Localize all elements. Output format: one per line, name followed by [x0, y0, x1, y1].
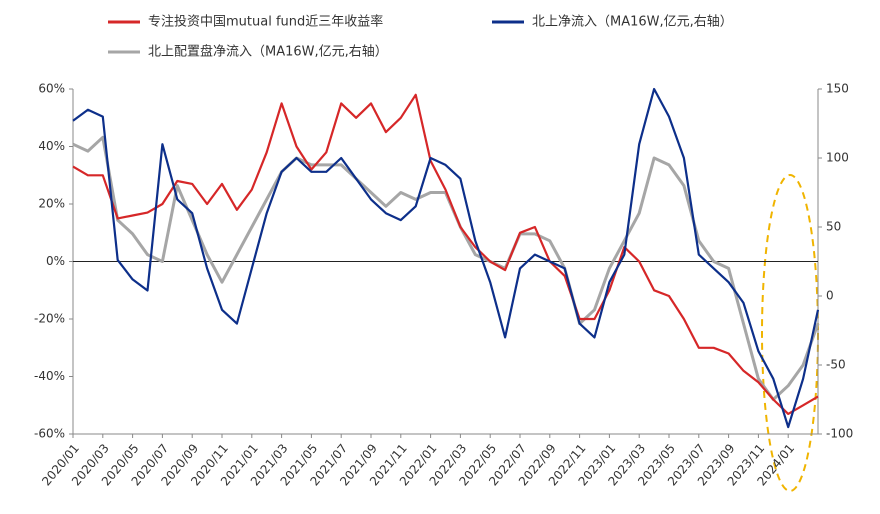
y2-tick-label: -100 — [826, 427, 853, 441]
legend-label: 北上净流入（MA16W,亿元,右轴） — [532, 15, 733, 30]
y-tick-label: 60% — [38, 82, 65, 96]
y2-tick-label: 100 — [826, 151, 849, 165]
series-line — [72, 93, 819, 415]
legend: 专注投资中国mutual fund近三年收益率 北上净流入（MA16W,亿元,右轴… — [108, 14, 733, 60]
y2-tick-label: 50 — [826, 220, 841, 234]
series-line — [72, 135, 820, 401]
legend-label: 北上配置盘净流入（MA16W,亿元,右轴） — [148, 44, 388, 60]
y2-tick-label: 150 — [826, 82, 849, 96]
y-tick-label: 20% — [38, 197, 65, 211]
y-tick-label: -60% — [34, 427, 65, 441]
y-tick-label: -40% — [34, 369, 65, 383]
y-tick-label: -20% — [34, 312, 65, 326]
highlight-ellipse — [761, 174, 819, 492]
y-tick-label: 40% — [38, 139, 65, 153]
y2-tick-label: -50 — [826, 358, 846, 372]
legend-label: 专注投资中国mutual fund近三年收益率 — [148, 14, 383, 30]
y2-tick-label: 0 — [826, 289, 834, 303]
series-line — [72, 87, 820, 429]
y-tick-label: 0% — [46, 254, 65, 268]
